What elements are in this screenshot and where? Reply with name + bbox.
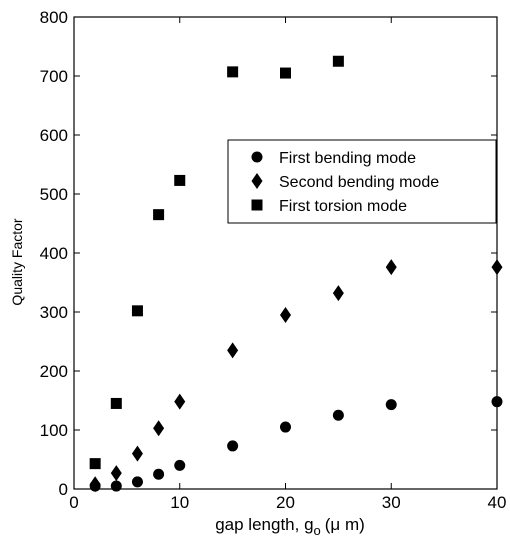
x-tick-label: 40: [488, 493, 507, 512]
circle-data-point: [332, 409, 344, 421]
circle-data-point: [385, 399, 397, 411]
x-axis-label-main: gap length, g: [215, 515, 313, 534]
diamond-data-point: [385, 259, 397, 276]
square-data-point: [227, 66, 239, 78]
diamond-data-point: [491, 259, 503, 276]
x-axis-label-unit: (μ m): [325, 515, 365, 534]
legend-entry-label: First bending mode: [279, 150, 416, 167]
diamond-data-point: [332, 285, 344, 302]
square-data-point: [332, 55, 344, 67]
plot-area: [73, 16, 498, 490]
square-data-point: [110, 397, 122, 409]
square-data-point: [89, 458, 101, 470]
y-tick-label: 600: [40, 126, 68, 145]
diamond-data-point: [131, 445, 143, 462]
x-tick-label: 30: [382, 493, 401, 512]
y-axis-label: Quality Factor: [9, 218, 25, 305]
square-data-point: [153, 209, 165, 221]
circle-data-point: [491, 396, 503, 408]
square-data-point: [174, 174, 186, 186]
legend-diamond-marker: [251, 173, 263, 189]
legend: First bending mode Second bending mode Fir…: [227, 139, 497, 224]
legend-box: [227, 139, 497, 224]
legend-entry-label: Second bending mode: [279, 174, 439, 191]
square-data-point: [280, 67, 291, 79]
circle-data-point: [153, 468, 165, 480]
plot-frame: [73, 16, 498, 490]
x-axis: 0 10 20 30 40: [69, 17, 506, 512]
y-tick-label: 0: [59, 480, 68, 499]
y-tick-label: 300: [40, 303, 68, 322]
y-tick-label: 400: [40, 244, 68, 263]
diamond-data-point: [280, 306, 291, 323]
circle-data-point: [280, 421, 291, 433]
x-axis-label: gap length, go (μ m): [215, 515, 365, 538]
x-tick-label: 0: [69, 493, 78, 512]
diamond-data-point: [110, 465, 122, 482]
legend-circle-marker: [251, 151, 263, 163]
y-tick-label: 200: [40, 362, 68, 381]
circle-data-point: [227, 440, 239, 452]
x-tick-label: 10: [170, 493, 189, 512]
circle-data-point: [131, 476, 143, 488]
square-data-point: [131, 305, 143, 317]
y-axis: 0 100 200 300 400 500 600 700 800: [40, 8, 497, 499]
x-axis-label-subscript: o: [314, 523, 321, 538]
legend-entry-label: First torsion mode: [279, 198, 407, 215]
circle-data-point: [110, 480, 122, 492]
diamond-data-point: [174, 393, 186, 410]
circle-data-point: [174, 459, 186, 471]
y-tick-label: 100: [40, 421, 68, 440]
diamond-data-point: [89, 476, 101, 493]
y-tick-label: 500: [40, 185, 68, 204]
legend-square-marker: [251, 199, 263, 211]
diamond-data-point: [227, 342, 239, 359]
diamond-data-point: [153, 420, 165, 437]
x-tick-label: 20: [276, 493, 295, 512]
data-marks: [89, 55, 503, 493]
y-tick-label: 800: [40, 8, 68, 27]
y-tick-label: 700: [40, 67, 68, 86]
